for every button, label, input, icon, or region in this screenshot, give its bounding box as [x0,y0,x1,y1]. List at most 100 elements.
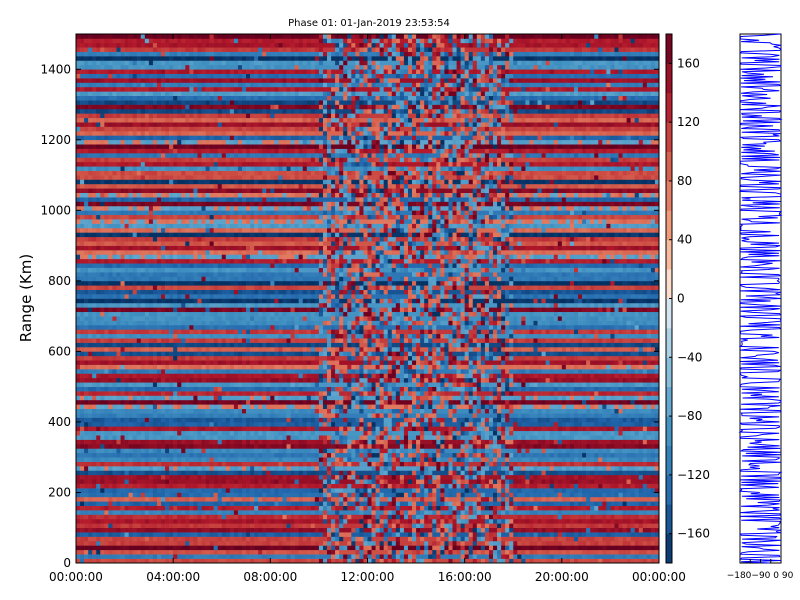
heatmap-cell [201,452,206,458]
heatmap-cell [225,510,231,515]
heatmap-cell [610,501,615,506]
heatmap-cell [144,523,150,529]
heatmap-cell [622,523,627,529]
heatmap-cell [100,470,105,476]
heatmap-cell [327,479,332,484]
heatmap-cell [347,421,352,427]
heatmap-cell [152,514,158,520]
heatmap-cell [246,532,251,537]
heatmap-cell [541,532,546,537]
heatmap-cell [298,540,304,546]
heatmap-cell [594,435,599,440]
heatmap-cell [598,549,603,555]
heatmap-cell [229,479,235,484]
heatmap-cell [278,483,283,489]
heatmap-cell [213,461,218,467]
heatmap-cell [622,558,627,564]
heatmap-cell [343,532,348,537]
heatmap-cell [177,483,182,489]
heatmap-cell [424,514,429,520]
heatmap-cell [586,439,591,445]
heatmap-cell [185,448,190,454]
heatmap-cell [529,540,534,546]
heatmap-cell [92,408,97,414]
heatmap-cell [286,430,291,436]
heatmap-cell [229,558,235,564]
heatmap-cell [84,483,89,489]
heatmap-cell [205,479,210,484]
heatmap-cell [598,545,603,551]
heatmap-cell [561,545,567,551]
heatmap-cell [545,514,550,520]
heatmap-cell [610,558,615,564]
heatmap-cell [246,421,251,427]
heatmap-cell [88,510,93,515]
heatmap-cell [464,545,470,551]
heatmap-cell [573,417,579,423]
heatmap-cell [412,457,417,462]
heatmap-cell [241,430,247,436]
heatmap-cell [258,421,263,427]
heatmap-cell [476,479,482,484]
heatmap-cell [638,435,644,440]
heatmap-cell [533,461,538,467]
heatmap-cell [76,417,81,423]
heatmap-cell [501,558,506,564]
heatmap-cell [100,430,105,436]
heatmap-cell [314,408,320,414]
heatmap-cell [144,452,150,458]
heatmap-cell [193,413,198,418]
heatmap-cell [128,549,133,555]
heatmap-cell [476,470,482,476]
heatmap-cell [642,501,648,506]
heatmap-cell [169,558,174,564]
heatmap-cell [201,470,206,476]
heatmap-cell [108,430,113,436]
heatmap-cell [436,545,441,551]
heatmap-cell [246,505,251,511]
heatmap-cell [92,514,97,520]
heatmap-cell [371,532,376,537]
heatmap-cell [108,483,113,489]
heatmap-cell [525,514,530,520]
heatmap-cell [286,417,291,423]
heatmap-cell [193,510,198,515]
heatmap-cell [152,448,158,454]
heatmap-cell [310,549,316,555]
heatmap-cell [395,483,401,489]
heatmap-cell [480,540,486,546]
heatmap-cell [112,492,117,498]
heatmap-cell [104,470,109,476]
heatmap-cell [561,470,567,476]
heatmap-cell [294,510,299,515]
heatmap-cell [646,558,652,564]
heatmap-cell [537,470,542,476]
heatmap-cell [314,413,320,418]
heatmap-cell [201,510,206,515]
heatmap-cell [565,452,571,458]
heatmap-cell [241,549,247,555]
heatmap-cell [136,532,142,537]
heatmap-cell [578,505,583,511]
heatmap-cell [327,470,332,476]
heatmap-cell [476,505,482,511]
heatmap-cell [493,439,498,445]
heatmap-cell [302,408,308,414]
heatmap-cell [335,417,340,423]
heatmap-cell [112,413,117,418]
heatmap-cell [140,413,146,418]
heatmap-cell [537,549,542,555]
heatmap-cell [569,474,575,480]
heatmap-cell [594,505,599,511]
heatmap-cell [169,443,174,449]
heatmap-cell [144,408,150,414]
heatmap-cell [278,452,283,458]
heatmap-cell [128,479,133,484]
heatmap-cell [327,496,332,502]
heatmap-cell [120,421,125,427]
heatmap-cell [493,483,498,489]
heatmap-cell [549,549,555,555]
heatmap-cell [432,474,437,480]
heatmap-cell [165,457,170,462]
heatmap-cell [533,421,538,427]
